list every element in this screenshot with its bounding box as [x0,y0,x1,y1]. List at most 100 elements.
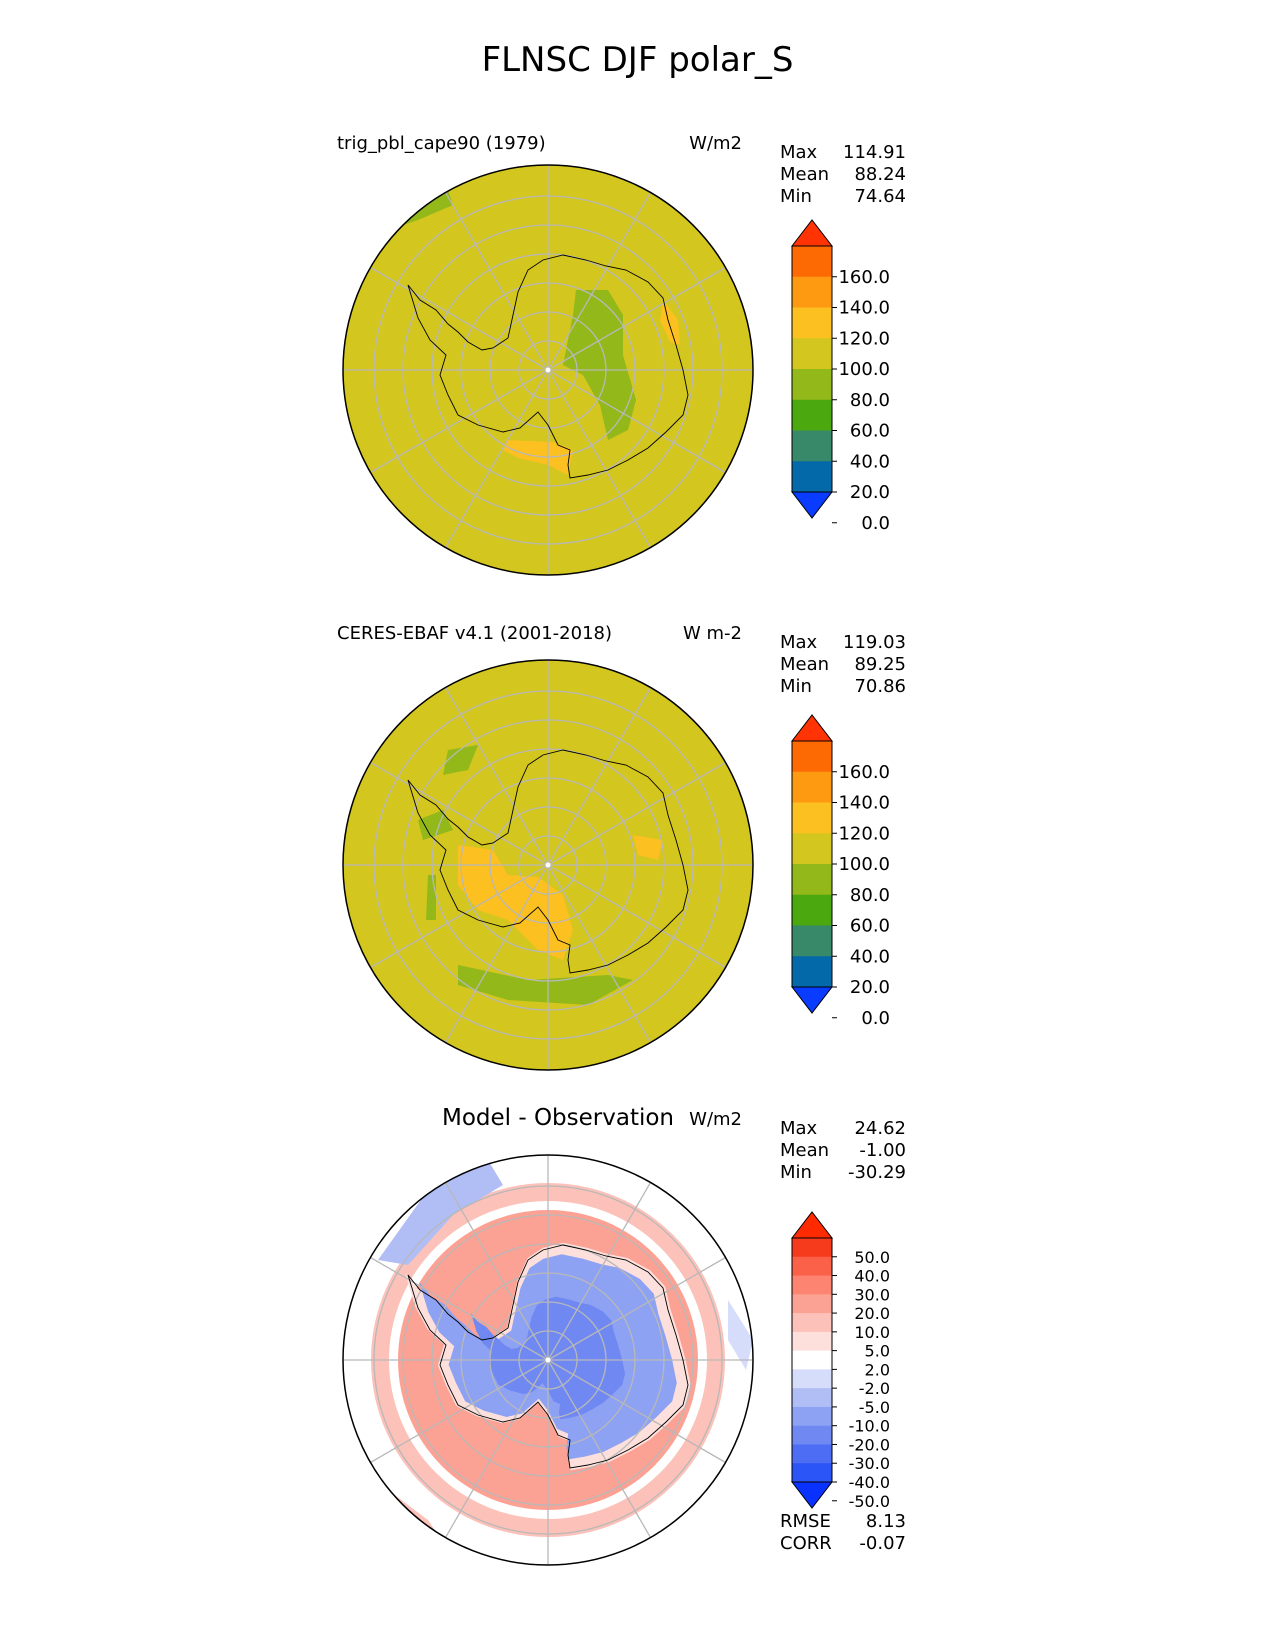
field-region [458,845,573,960]
map-gridlines [343,660,753,1070]
colorbar-swatch [792,894,832,926]
colorbar-swatch [792,1444,832,1464]
colorbar-swatch [792,1388,832,1408]
colorbar-tick-label: 20.0 [850,977,890,998]
colorbar-swatch [792,1425,832,1445]
colorbar-extend-top [790,1211,834,1239]
colorbar-tick-label: -40.0 [849,1473,890,1492]
colorbar-tick-label: 160.0 [838,267,890,288]
meridian-line [370,864,549,969]
meridian-line [547,192,652,371]
colorbar-tick-label: 0.0 [861,513,890,534]
stat-value: -1.00 [859,1140,906,1161]
colorbar-tick-label: 0.0 [861,1008,890,1029]
map-field [343,165,753,575]
colorbar-tick-label: 40.0 [854,1267,890,1286]
stat-label: RMSE [780,1511,831,1532]
colorbar-frame [791,1237,833,1483]
stat-value: -30.29 [847,1162,906,1183]
colorbar-swatch [792,1313,832,1333]
colorbar-swatch [792,1294,832,1314]
meridian-line [547,687,652,866]
coastline [407,749,689,974]
polar-map-3: 50.040.030.020.010.05.02.0-2.0-5.0-10.0-… [342,1154,890,1566]
meridian-line [444,369,549,548]
colorbar-tick-label: 100.0 [838,854,890,875]
panel-1-stats: Max 114.91 Mean 88.24 Min 74.64 [780,142,906,208]
colorbar-tick-label: 120.0 [838,823,890,844]
colorbar-tick-label: 60.0 [850,421,890,442]
field-region [378,1160,503,1265]
colorbar-tick-label: 60.0 [850,916,890,937]
colorbar-tick-label: 10.0 [854,1323,890,1342]
colorbar-tick-label: 20.0 [854,1304,890,1323]
coastline [407,1244,689,1469]
map-field [343,1155,753,1565]
stat-label: Max [780,632,818,653]
stat-label: Max [780,142,818,163]
meridian-line [370,1256,549,1361]
colorbar-tick-label: 20.0 [850,482,890,503]
colorbar-swatch [792,1256,832,1277]
pole-marker [545,862,551,868]
panel-3-units: W/m2 [689,1109,742,1130]
stat-value: 24.62 [854,1118,906,1139]
colorbar-tick-label: 5.0 [865,1342,890,1361]
colorbar-swatch [792,338,832,370]
pole-marker [545,1357,551,1363]
colorbar-swatch [792,864,832,896]
stat-value: -0.07 [859,1533,906,1554]
stat-label: Min [780,186,812,207]
stat-value: 114.91 [843,142,906,163]
colorbar-swatch [792,1463,832,1483]
colorbar-tick-label: 30.0 [854,1285,890,1304]
stat-label: Min [780,1162,812,1183]
colorbar-swatch [792,1275,832,1295]
meridian-line [547,1182,652,1361]
meridian-line [547,1359,726,1464]
panel-3-extra-stats: RMSE 8.13 CORR -0.07 [780,1511,906,1555]
figure-title: FLNSC DJF polar_S [481,40,794,80]
colorbar-extend-bottom [790,491,834,519]
meridian-line [370,266,549,371]
stat-value: 119.03 [843,632,906,653]
meridian-line [444,1182,549,1361]
colorbar-swatch [792,771,832,803]
colorbar-tick-label: 40.0 [850,946,890,967]
colorbar-swatch [792,461,832,493]
meridian-line [547,266,726,371]
colorbar-tick-label: -2.0 [859,1379,890,1398]
colorbar-swatch [792,1331,832,1352]
panel-1-units: W/m2 [689,133,742,154]
colorbar-swatch [792,833,832,865]
meridian-line [547,1359,652,1538]
colorbar-2: 160.0 140.0 120.0 100.0 80.0 60.0 40.0 20.0 0.0 [790,714,890,1029]
panel-2-title: CERES-EBAF v4.1 (2001-2018) [337,623,613,644]
colorbar-swatch [792,925,832,957]
colorbar-tick-label: -30.0 [849,1454,890,1473]
stat-label: Mean [780,1140,830,1161]
colorbar-tick-label: 120.0 [838,328,890,349]
map-field [343,660,753,1070]
panel-1-title: trig_pbl_cape90 (1979) [337,133,546,154]
field-region [728,1300,753,1370]
stat-value: 88.24 [854,164,906,185]
meridian-line [547,1256,726,1361]
colorbar-swatch [792,1238,832,1258]
meridian-line [547,864,652,1043]
stat-value: 70.86 [854,676,906,697]
field-region [633,835,663,860]
meridian-line [547,864,726,969]
meridian-line [547,369,726,474]
panel-2-units: W m-2 [682,623,742,644]
colorbar-tick-label: 2.0 [865,1360,890,1379]
stat-value: 74.64 [854,186,906,207]
colorbar-swatch [792,369,832,401]
colorbar-swatch [792,741,832,773]
field-region [443,745,478,775]
stat-label: Mean [780,164,830,185]
colorbar-tick-label: 160.0 [838,762,890,783]
colorbar-swatch [792,246,832,278]
colorbar-tick-label: 80.0 [850,885,890,906]
map-boundary [342,1154,754,1566]
